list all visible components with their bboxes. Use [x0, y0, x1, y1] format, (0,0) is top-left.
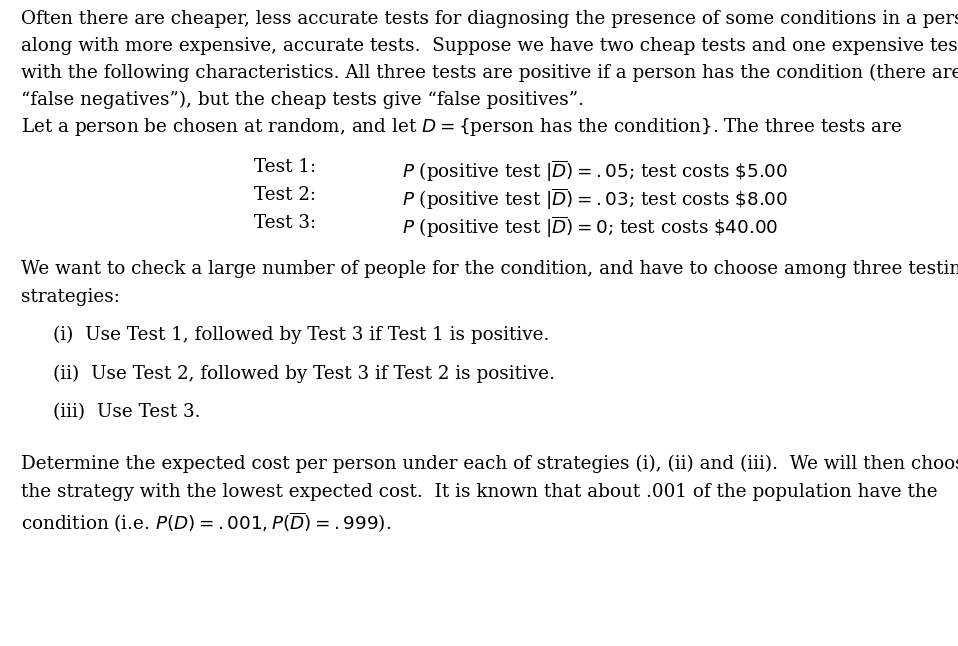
Text: (i)  Use Test 1, followed by Test 3 if Test 1 is positive.: (i) Use Test 1, followed by Test 3 if Te…: [53, 326, 549, 344]
Text: along with more expensive, accurate tests.  Suppose we have two cheap tests and : along with more expensive, accurate test…: [21, 37, 958, 55]
Text: strategies:: strategies:: [21, 288, 120, 306]
Text: (ii)  Use Test 2, followed by Test 3 if Test 2 is positive.: (ii) Use Test 2, followed by Test 3 if T…: [53, 365, 555, 383]
Text: (iii)  Use Test 3.: (iii) Use Test 3.: [53, 403, 200, 421]
Text: condition (i.e. $P(D) = .001, P(\overline{D}) = .999$).: condition (i.e. $P(D) = .001, P(\overlin…: [21, 511, 391, 536]
Text: “false negatives”), but the cheap tests give “false positives”.: “false negatives”), but the cheap tests …: [21, 91, 584, 109]
Text: Often there are cheaper, less accurate tests for diagnosing the presence of some: Often there are cheaper, less accurate t…: [21, 10, 958, 28]
Text: $P$ (positive test $|\overline{D}) = 0$; test costs $\$40.00$: $P$ (positive test $|\overline{D}) = 0$;…: [402, 214, 779, 240]
Text: Determine the expected cost per person under each of strategies (i), (ii) and (i: Determine the expected cost per person u…: [21, 455, 958, 474]
Text: $P$ (positive test $|\overline{D}) = .03$; test costs $\$8.00$: $P$ (positive test $|\overline{D}) = .03…: [402, 186, 788, 211]
Text: Test 2:: Test 2:: [254, 186, 316, 204]
Text: Test 1:: Test 1:: [254, 158, 316, 176]
Text: Let a person be chosen at random, and let $D = \{$person has the condition$\}$. : Let a person be chosen at random, and le…: [21, 116, 902, 138]
Text: the strategy with the lowest expected cost.  It is known that about .001 of the : the strategy with the lowest expected co…: [21, 483, 938, 501]
Text: Test 3:: Test 3:: [254, 214, 316, 232]
Text: We want to check a large number of people for the condition, and have to choose : We want to check a large number of peopl…: [21, 260, 958, 278]
Text: with the following characteristics. All three tests are positive if a person has: with the following characteristics. All …: [21, 64, 958, 82]
Text: $P$ (positive test $|\overline{D}) = .05$; test costs $\$5.00$: $P$ (positive test $|\overline{D}) = .05…: [402, 158, 788, 183]
